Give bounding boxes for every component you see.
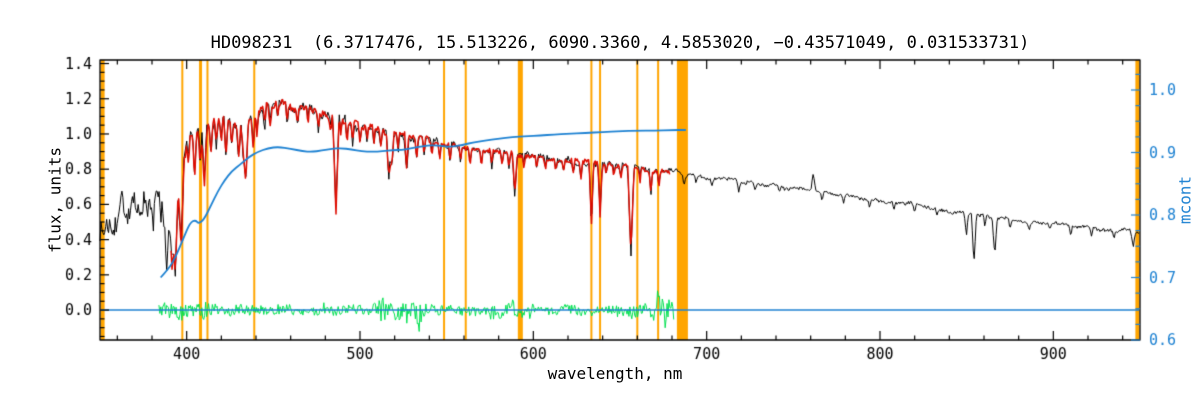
wavelength-axis-label: wavelength, nm [547, 364, 683, 383]
chart-title: HD098231 (6.3717476, 15.513226, 6090.336… [210, 33, 1030, 53]
flux-axis-label: flux, units [45, 147, 65, 253]
mcont-axis-label: mcont [1175, 175, 1195, 225]
